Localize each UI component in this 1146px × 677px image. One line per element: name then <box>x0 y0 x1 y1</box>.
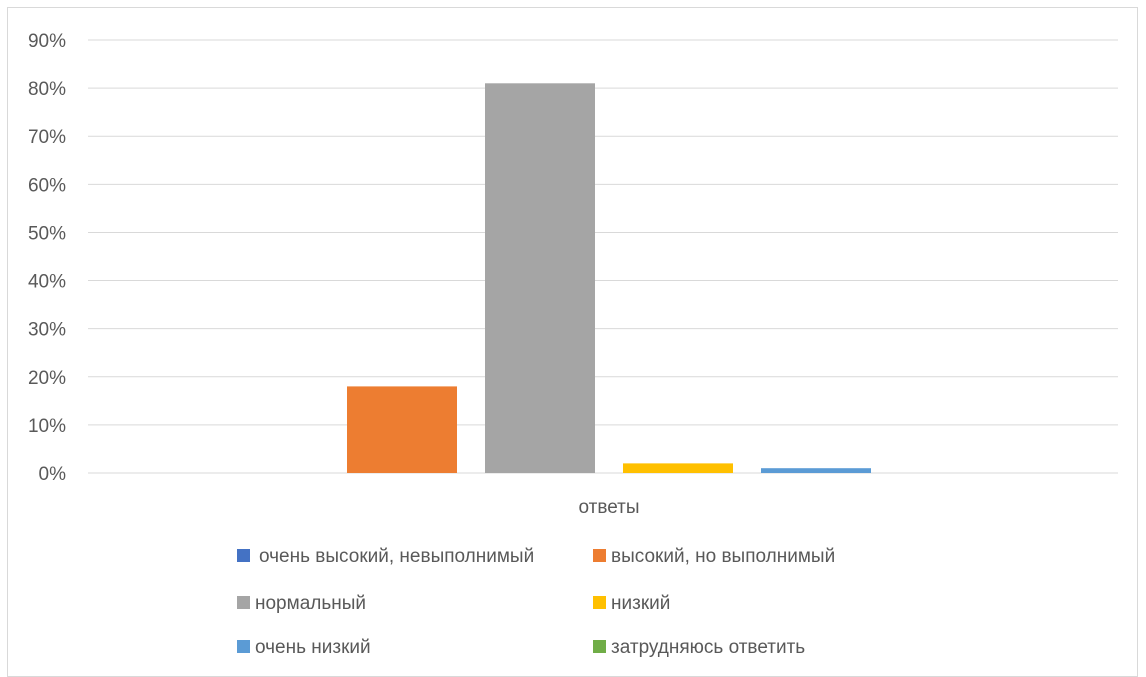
y-tick-label: 60% <box>28 175 66 196</box>
y-tick-label: 70% <box>28 127 66 148</box>
y-tick-label: 90% <box>28 31 66 52</box>
legend-swatch <box>237 549 250 562</box>
bar <box>761 468 871 473</box>
y-tick-label: 50% <box>28 223 66 244</box>
legend-label: нормальный <box>255 593 366 614</box>
bar <box>347 386 457 473</box>
y-tick-label: 80% <box>28 79 66 100</box>
legend-label: очень высокий, невыполнимый <box>259 546 534 567</box>
gridlines <box>88 39 1118 474</box>
legend-swatch <box>593 596 606 609</box>
bar <box>485 83 595 474</box>
legend: очень высокий, невыполнимый высокий, но в… <box>237 546 835 658</box>
x-axis-categories: ответы <box>578 497 639 518</box>
legend-swatch <box>237 596 250 609</box>
y-axis-ticks: 0% 10% 20% 30% 40% 50% 60% 70% 80% 90% <box>28 31 66 485</box>
bars <box>347 83 871 474</box>
legend-swatch <box>593 549 606 562</box>
y-tick-label: 20% <box>28 368 66 389</box>
legend-swatch <box>237 640 250 653</box>
x-category-label: ответы <box>578 497 639 518</box>
y-tick-label: 0% <box>39 464 67 485</box>
legend-label: низкий <box>611 593 670 614</box>
legend-label: высокий, но выполнимый <box>611 546 835 567</box>
y-tick-label: 40% <box>28 272 66 293</box>
legend-swatch <box>593 640 606 653</box>
legend-label: затрудняюсь ответить <box>611 637 805 658</box>
legend-label: очень низкий <box>255 637 371 658</box>
y-tick-label: 30% <box>28 320 66 341</box>
bar <box>623 463 733 473</box>
y-tick-label: 10% <box>28 416 66 437</box>
